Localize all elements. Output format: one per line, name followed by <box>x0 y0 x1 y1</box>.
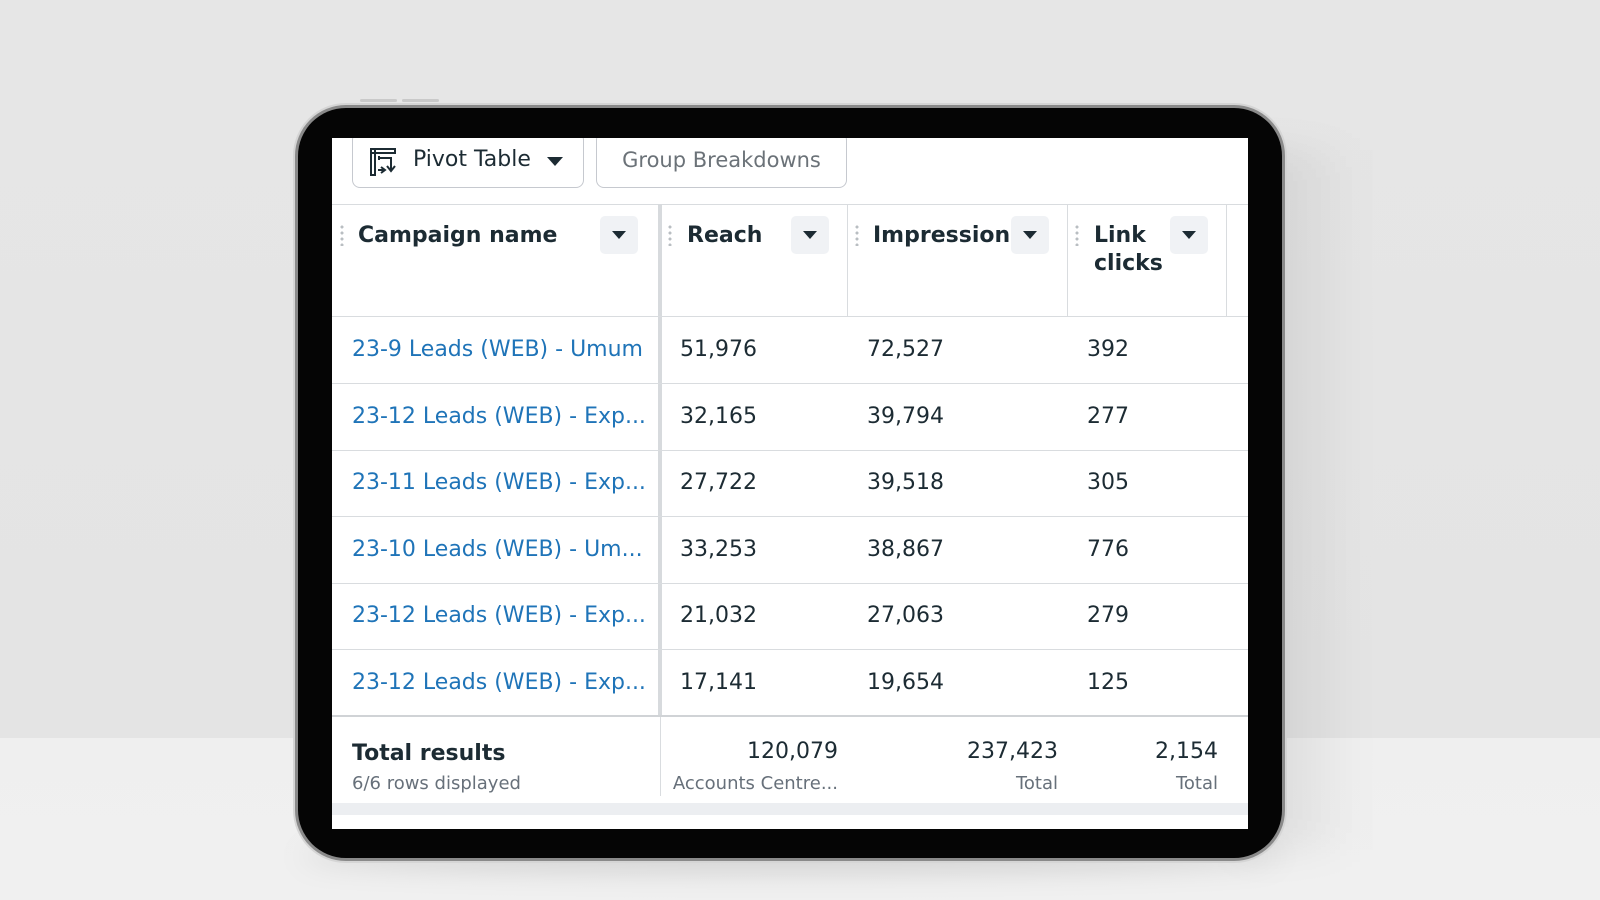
link-clicks-value: 125 <box>1087 670 1129 695</box>
link-clicks-value: 305 <box>1087 470 1129 495</box>
reach-value: 51,976 <box>680 337 757 362</box>
column-header-label: clicks <box>1094 251 1163 276</box>
pivot-table-label: Pivot Table <box>413 147 531 172</box>
totals-divider <box>332 715 1248 717</box>
group-breakdowns-button[interactable]: Group Breakdowns <box>596 138 847 188</box>
reach-value: 21,032 <box>680 603 757 628</box>
impressions-value: 38,867 <box>867 537 944 562</box>
campaign-name-link[interactable]: 23-11 Leads (WEB) - Exp... <box>352 470 646 495</box>
column-menu-button[interactable] <box>600 216 638 254</box>
tablet-volume-button <box>360 99 397 102</box>
campaign-name-link[interactable]: 23-12 Leads (WEB) - Exp... <box>352 603 646 628</box>
campaign-name-link[interactable]: 23-12 Leads (WEB) - Exp... <box>352 670 646 695</box>
drag-handle-icon[interactable] <box>340 224 344 246</box>
impressions-value: 39,518 <box>867 470 944 495</box>
column-menu-button[interactable] <box>1170 216 1208 254</box>
total-column-divider <box>660 716 661 796</box>
row-divider <box>332 383 1248 384</box>
header-column-divider <box>1226 204 1227 316</box>
tablet-frame: Pivot Table Group Breakdowns Campaign na… <box>298 108 1282 858</box>
impressions-value: 39,794 <box>867 404 944 429</box>
totals-row: Total results 6/6 rows displayed 120,079… <box>332 717 1248 797</box>
link-clicks-value: 392 <box>1087 337 1129 362</box>
reach-value: 33,253 <box>680 537 757 562</box>
header-bottom-divider <box>332 316 1248 317</box>
table-row: 23-12 Leads (WEB) - Exp... 21,032 27,063… <box>332 583 1248 649</box>
total-impressions-note: Total <box>1015 773 1058 794</box>
column-header-label: Impressions <box>873 223 1024 248</box>
column-menu-button[interactable] <box>1011 216 1049 254</box>
total-reach-value: 120,079 <box>747 739 838 764</box>
frozen-column-divider <box>658 204 662 716</box>
link-clicks-value: 279 <box>1087 603 1129 628</box>
reach-value: 32,165 <box>680 404 757 429</box>
row-divider <box>332 583 1248 584</box>
drag-handle-icon[interactable] <box>668 224 672 246</box>
reach-value: 27,722 <box>680 470 757 495</box>
drag-handle-icon[interactable] <box>1075 224 1079 246</box>
total-reach-note: Accounts Centre... <box>672 773 838 794</box>
table-row: 23-12 Leads (WEB) - Exp... 32,165 39,794… <box>332 384 1248 450</box>
impressions-value: 19,654 <box>867 670 944 695</box>
total-impressions-value: 237,423 <box>967 739 1058 764</box>
header-column-divider <box>1067 204 1068 316</box>
table-row: 23-11 Leads (WEB) - Exp... 27,722 39,518… <box>332 450 1248 516</box>
campaign-name-link[interactable]: 23-12 Leads (WEB) - Exp... <box>352 404 646 429</box>
table-row: 23-10 Leads (WEB) - Um... 33,253 38,867 … <box>332 517 1248 583</box>
tablet-side-button <box>294 148 297 190</box>
column-header-label: Campaign name <box>358 223 558 248</box>
campaign-name-link[interactable]: 23-10 Leads (WEB) - Um... <box>352 537 643 562</box>
screen-bottom-bar <box>332 803 1248 815</box>
column-header-label: Reach <box>687 223 763 248</box>
link-clicks-value: 277 <box>1087 404 1129 429</box>
pivot-table-icon <box>370 148 396 176</box>
drag-handle-icon[interactable] <box>855 224 859 246</box>
impressions-value: 27,063 <box>867 603 944 628</box>
reach-value: 17,141 <box>680 670 757 695</box>
row-divider <box>332 450 1248 451</box>
column-menu-button[interactable] <box>791 216 829 254</box>
rows-displayed-text: 6/6 rows displayed <box>352 773 521 794</box>
link-clicks-value: 776 <box>1087 537 1129 562</box>
caret-down-icon <box>547 157 563 166</box>
row-divider <box>332 649 1248 650</box>
pivot-table-button[interactable]: Pivot Table <box>352 138 584 188</box>
total-link-clicks-note: Total <box>1175 773 1218 794</box>
row-divider <box>332 516 1248 517</box>
header-column-divider <box>847 204 848 316</box>
tablet-screen: Pivot Table Group Breakdowns Campaign na… <box>332 138 1248 829</box>
total-results-title: Total results <box>352 741 506 766</box>
total-link-clicks-value: 2,154 <box>1155 739 1218 764</box>
header-top-divider <box>332 204 1248 205</box>
table-row: 23-9 Leads (WEB) - Umum 51,976 72,527 39… <box>332 317 1248 383</box>
table-row: 23-12 Leads (WEB) - Exp... 17,141 19,654… <box>332 650 1248 716</box>
tablet-power-button <box>402 99 439 102</box>
campaign-name-link[interactable]: 23-9 Leads (WEB) - Umum <box>352 337 643 362</box>
impressions-value: 72,527 <box>867 337 944 362</box>
column-header-label: Link <box>1094 223 1146 248</box>
